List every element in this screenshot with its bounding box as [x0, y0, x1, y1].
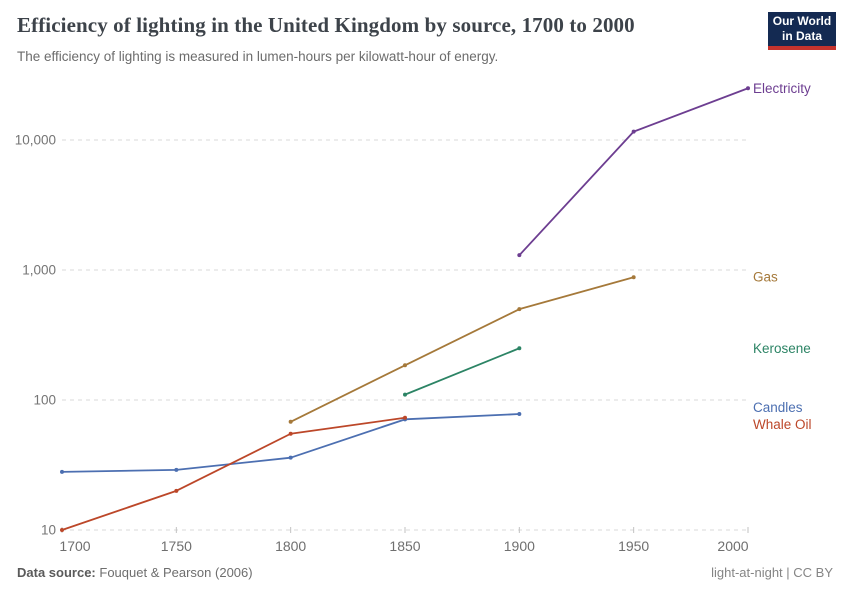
- page-title: Efficiency of lighting in the United Kin…: [17, 13, 635, 37]
- series-line-gas[interactable]: [289, 276, 635, 423]
- y-tick-label: 10,000: [15, 133, 56, 148]
- data-point[interactable]: [403, 363, 407, 368]
- series-electricity[interactable]: [517, 86, 750, 258]
- series-label-electricity[interactable]: Electricity: [753, 81, 811, 96]
- data-point[interactable]: [746, 86, 750, 91]
- data-point[interactable]: [288, 455, 293, 460]
- data-point[interactable]: [60, 469, 64, 474]
- series-line-kerosene[interactable]: [404, 347, 521, 396]
- x-tick-label: 1700: [59, 538, 90, 554]
- series-label-gas[interactable]: Gas: [753, 270, 778, 285]
- data-source-value: Fouquet & Pearson (2006): [99, 565, 253, 580]
- data-point[interactable]: [403, 415, 407, 420]
- x-tick-label: 1750: [161, 538, 192, 554]
- y-tick-label: 10: [41, 523, 56, 538]
- data-point[interactable]: [60, 528, 64, 532]
- data-point[interactable]: [517, 346, 522, 351]
- owid-logo-line2: in Data: [781, 29, 822, 43]
- data-point[interactable]: [288, 431, 293, 436]
- y-tick-label: 1,000: [22, 263, 56, 278]
- data-source: Data source: Fouquet & Pearson (2006): [17, 565, 253, 580]
- series-kerosene[interactable]: [403, 346, 522, 397]
- x-tick-label: 2000: [717, 538, 748, 554]
- owid-logo[interactable]: Our World in Data: [768, 12, 836, 50]
- series-line-whale-oil[interactable]: [61, 416, 406, 531]
- x-tick-label: 1950: [618, 538, 649, 554]
- data-point[interactable]: [174, 488, 179, 493]
- data-point[interactable]: [288, 419, 293, 424]
- series-label-candles[interactable]: Candles: [753, 400, 803, 415]
- x-tick-label: 1850: [389, 538, 420, 554]
- y-gridlines: [62, 139, 748, 531]
- x-tick-label: 1800: [275, 538, 306, 554]
- license-note[interactable]: light-at-night | CC BY: [711, 565, 833, 580]
- data-point[interactable]: [174, 467, 179, 472]
- chart-footer: Data source: Fouquet & Pearson (2006) li…: [17, 565, 833, 580]
- data-point[interactable]: [517, 412, 522, 417]
- x-tick-label: 1900: [504, 538, 535, 554]
- page-subtitle: The efficiency of lighting is measured i…: [17, 49, 499, 64]
- data-point[interactable]: [631, 275, 636, 280]
- data-point[interactable]: [403, 392, 407, 397]
- series-whale-oil[interactable]: [60, 415, 407, 532]
- series-gas[interactable]: [288, 275, 636, 424]
- series-label-whale-oil[interactable]: Whale Oil: [753, 417, 812, 432]
- data-point[interactable]: [631, 129, 636, 134]
- series-end-labels: Electricity Gas Kerosene Candles Whale Oil: [753, 81, 812, 432]
- y-axis-labels: 10 100 1,000 10,000: [15, 133, 56, 538]
- y-tick-label: 100: [33, 393, 56, 408]
- data-point[interactable]: [517, 253, 522, 258]
- x-axis: 1700 1750 1800 1850 1900 1950 2000: [59, 527, 749, 554]
- data-point[interactable]: [517, 307, 522, 312]
- owid-logo-line1: Our World: [772, 14, 832, 29]
- data-source-label: Data source:: [17, 565, 96, 580]
- series-label-kerosene[interactable]: Kerosene: [753, 341, 811, 356]
- series-line-electricity[interactable]: [518, 87, 749, 257]
